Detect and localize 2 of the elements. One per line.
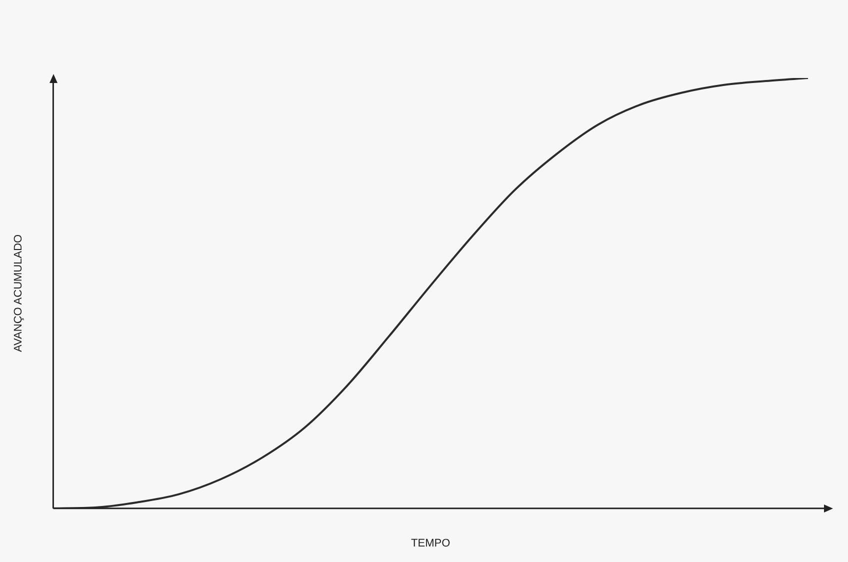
y-axis-title: AVANÇO ACUMULADO <box>12 234 25 352</box>
x-axis-title: TEMPO <box>411 537 451 550</box>
